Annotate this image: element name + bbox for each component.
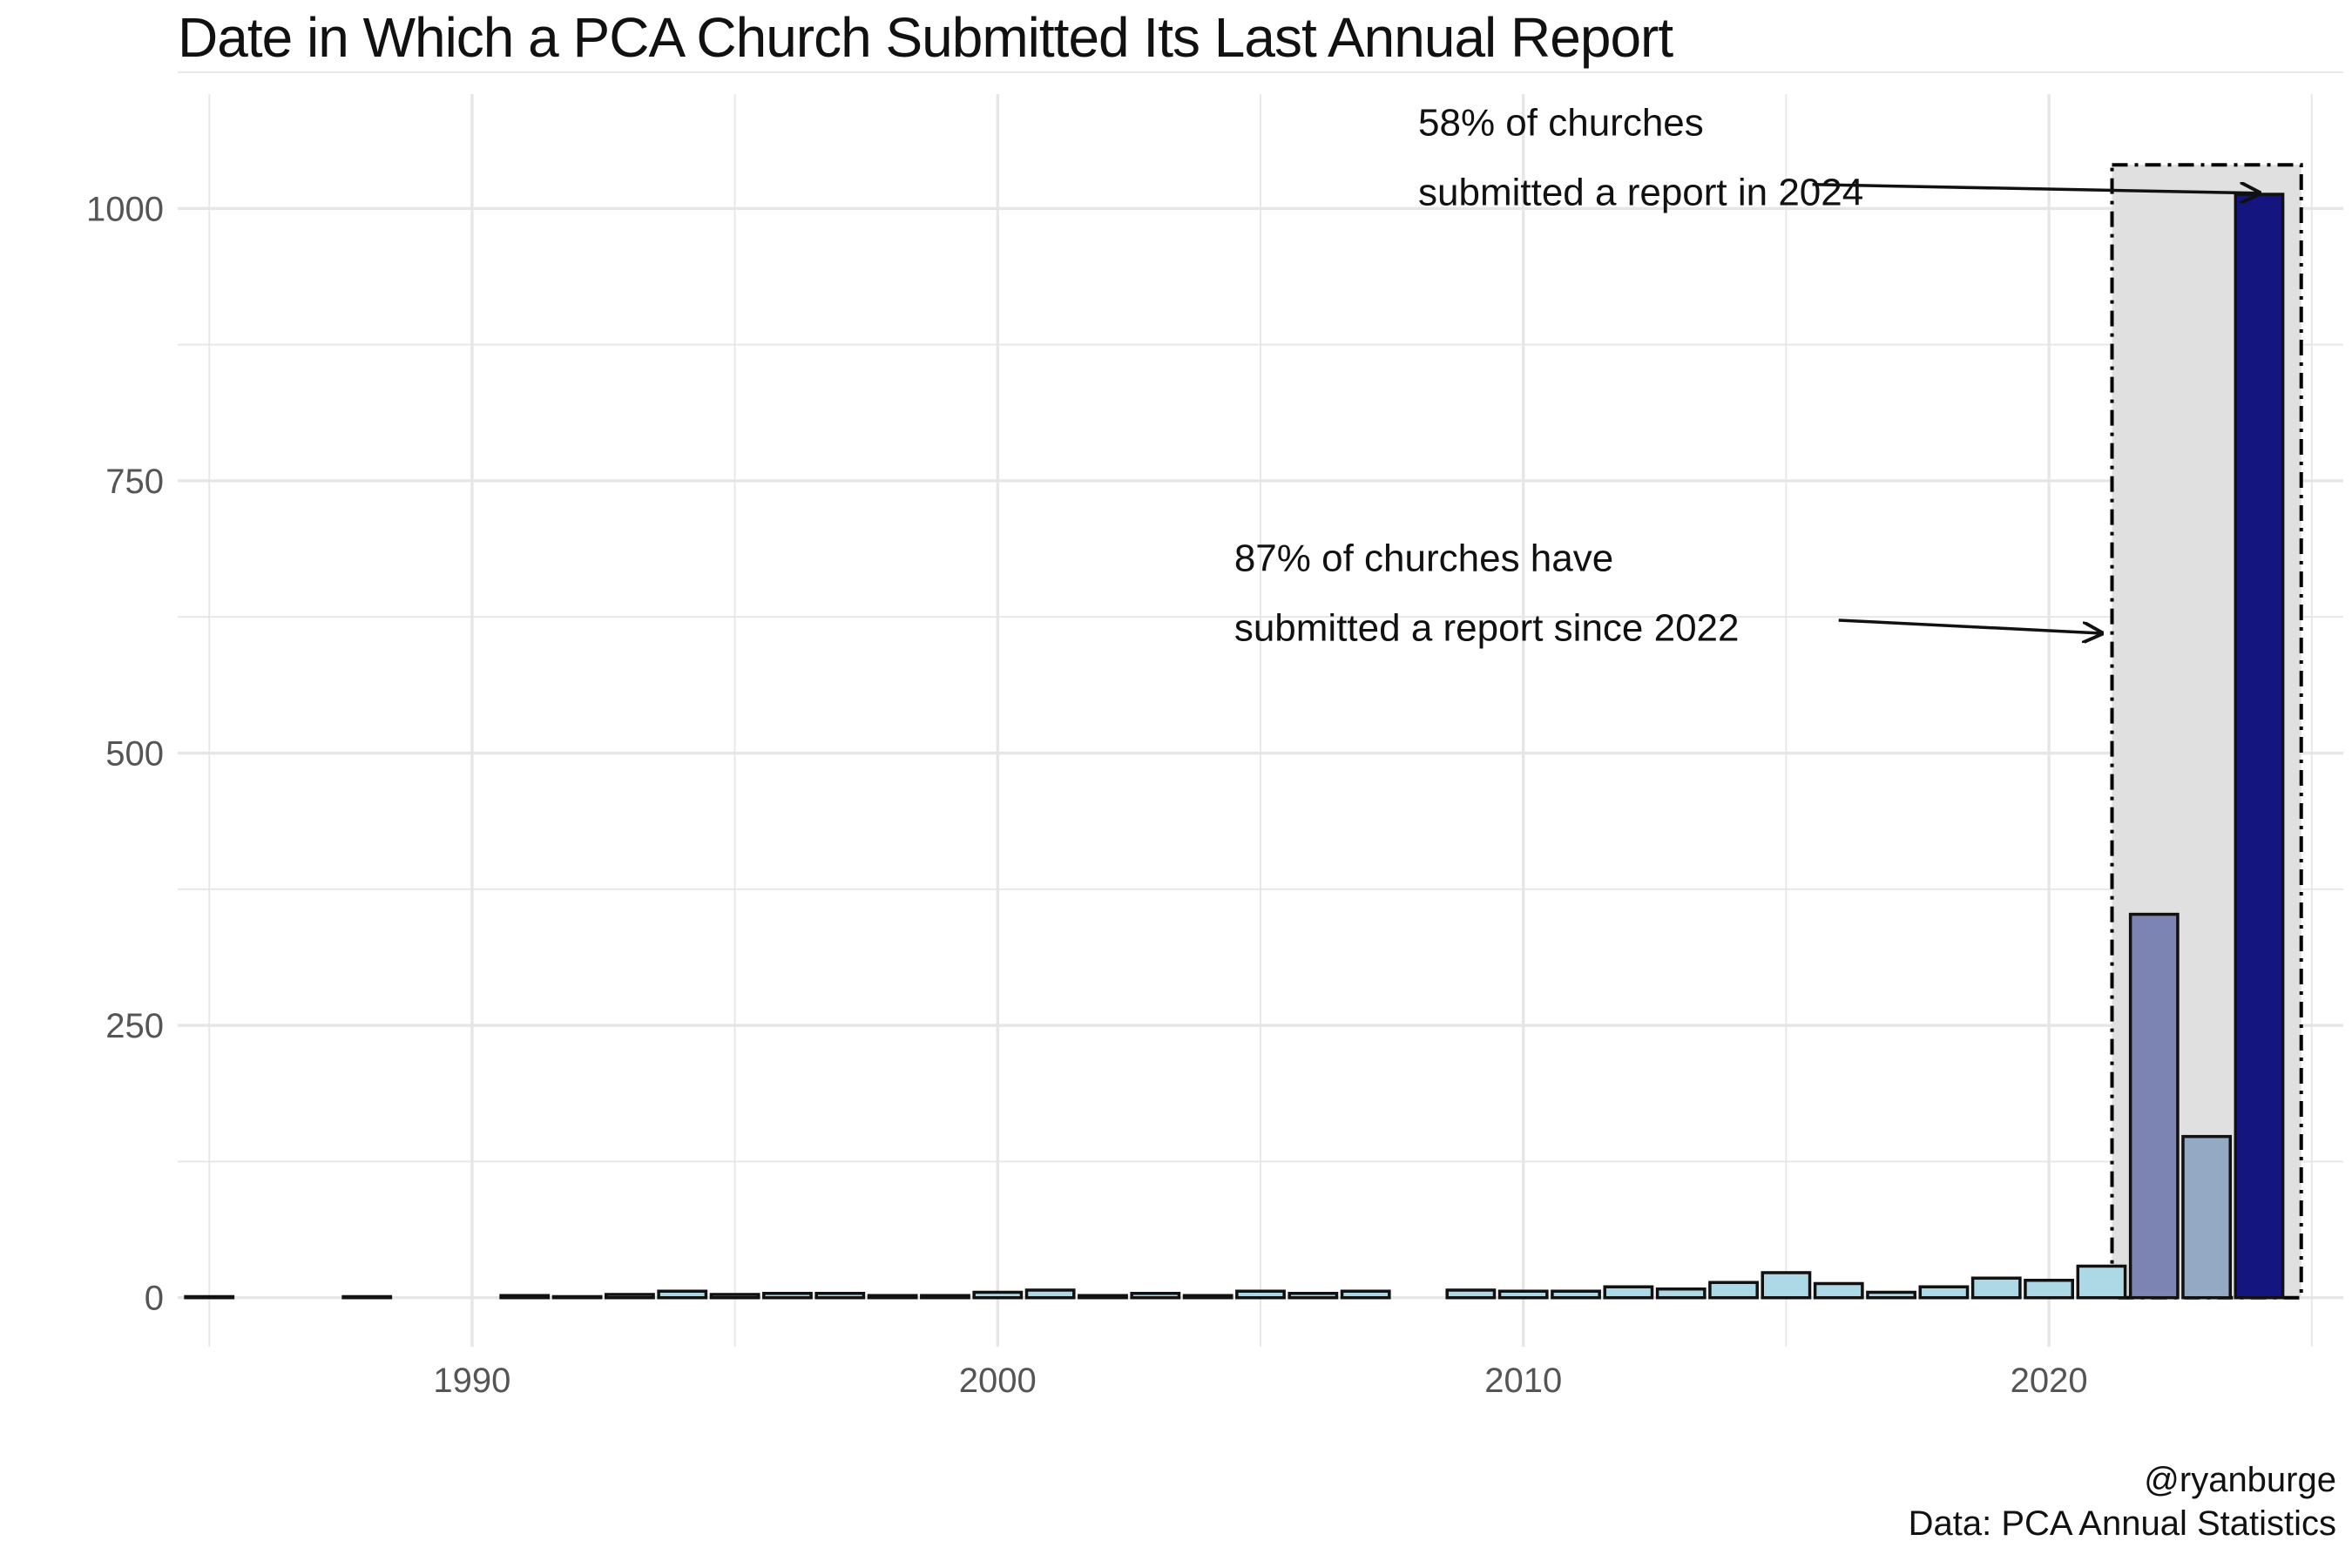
bar-1985 bbox=[184, 1294, 235, 1300]
bar-2001 bbox=[1024, 1288, 1076, 1300]
chart-title: Date in Which a PCA Church Submitted Its… bbox=[178, 6, 1673, 69]
bar-2020 bbox=[2024, 1278, 2074, 1300]
x-tick-label: 2010 bbox=[1484, 1362, 1562, 1400]
annotation-text: submitted a report since 2022 bbox=[1234, 606, 1740, 649]
bar-1999 bbox=[920, 1294, 970, 1300]
y-tick-label: 250 bbox=[105, 1007, 164, 1045]
bar-1994 bbox=[657, 1289, 708, 1300]
x-tick-label: 2000 bbox=[959, 1362, 1037, 1400]
caption-author: @ryanburge bbox=[2144, 1461, 2336, 1499]
bar-2014 bbox=[1708, 1281, 1759, 1300]
bar-2017 bbox=[1866, 1290, 1916, 1300]
annotation-text: submitted a report in 2024 bbox=[1418, 171, 1863, 213]
bar-2013 bbox=[1655, 1287, 1707, 1300]
bar-2007 bbox=[1340, 1289, 1391, 1300]
bar-2023 bbox=[2181, 1134, 2233, 1300]
bar-2024 bbox=[2234, 193, 2285, 1300]
bar-2012 bbox=[1603, 1285, 1654, 1300]
bar-2006 bbox=[1288, 1291, 1339, 1300]
annotation-arrow bbox=[1838, 618, 2102, 633]
bar-1993 bbox=[605, 1293, 655, 1300]
bar-1997 bbox=[814, 1291, 866, 1300]
bar-2021 bbox=[2076, 1264, 2127, 1300]
bar-2002 bbox=[1078, 1294, 1128, 1300]
bar-2011 bbox=[1551, 1289, 1601, 1300]
bar-2010 bbox=[1497, 1289, 1549, 1300]
bar-1996 bbox=[762, 1291, 813, 1300]
grid-layer bbox=[178, 71, 2343, 1347]
bar-1998 bbox=[867, 1294, 918, 1300]
bar-1992 bbox=[551, 1294, 603, 1300]
annotation-text: 87% of churches have bbox=[1234, 537, 1613, 579]
bar-2003 bbox=[1130, 1291, 1181, 1300]
y-tick-label: 750 bbox=[105, 463, 164, 501]
bar-2009 bbox=[1445, 1288, 1497, 1300]
x-tick-label: 1990 bbox=[433, 1362, 510, 1400]
bar-2018 bbox=[1918, 1285, 1970, 1300]
bar-2015 bbox=[1761, 1271, 1812, 1300]
bar-1991 bbox=[499, 1294, 551, 1300]
x-tick-label: 2020 bbox=[2011, 1362, 2088, 1400]
caption-source: Data: PCA Annual Statistics bbox=[1908, 1504, 2336, 1543]
y-tick-label: 0 bbox=[145, 1280, 164, 1318]
y-tick-label: 1000 bbox=[86, 190, 164, 228]
annotation-layer: 58% of churches submitted a report in 202… bbox=[1234, 101, 2260, 649]
bar-1988 bbox=[341, 1294, 393, 1300]
annotation-arrow bbox=[1812, 185, 2260, 193]
bar-2004 bbox=[1182, 1294, 1233, 1300]
bar-2005 bbox=[1235, 1289, 1286, 1300]
bar-2022 bbox=[2128, 912, 2180, 1300]
bar-2016 bbox=[1813, 1281, 1864, 1300]
axis-layer: 1990 2000 2010 2020 0 250 500 750 1000 bbox=[86, 190, 2088, 1400]
bar-1995 bbox=[709, 1293, 760, 1300]
bar-2019 bbox=[1970, 1276, 2022, 1300]
annotation-text: 58% of churches bbox=[1418, 101, 1704, 144]
bar-2000 bbox=[972, 1290, 1024, 1300]
chart-caption: @ryanburge Data: PCA Annual Statistics bbox=[1909, 1458, 2336, 1545]
y-tick-label: 500 bbox=[105, 735, 164, 774]
bar-layer bbox=[184, 193, 2285, 1300]
